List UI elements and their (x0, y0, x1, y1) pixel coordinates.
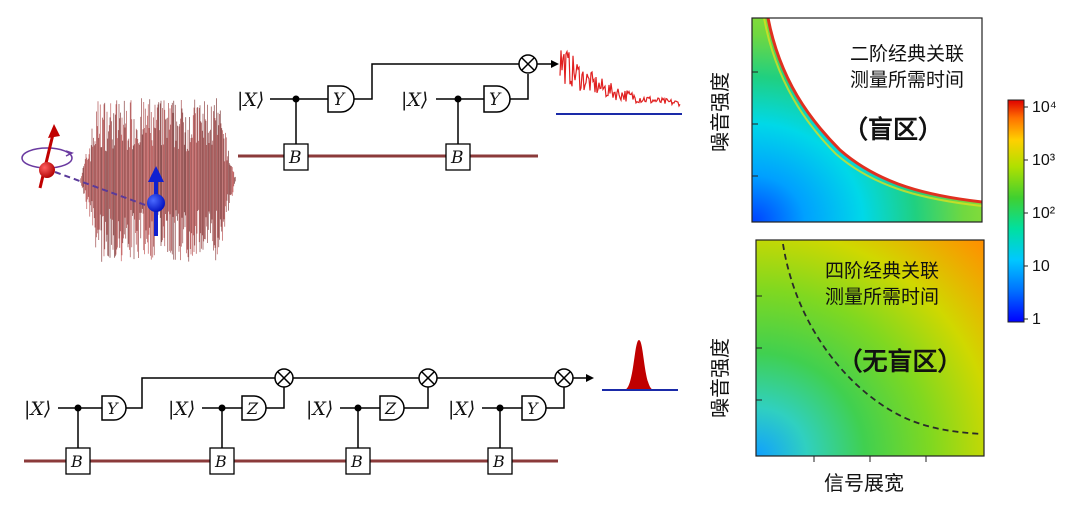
colorbar-tick-label: 1 (1032, 311, 1041, 328)
measure-label: Y (489, 90, 502, 110)
bath-label: B (350, 452, 363, 471)
region-label: （无盲区） (837, 347, 962, 376)
ket-label: |X⟩ (448, 398, 475, 420)
ket-label: |X⟩ (24, 398, 51, 420)
measurement-gate (521, 395, 547, 421)
correlation-signal-noisy (556, 49, 682, 115)
y-axis-label: 噪音强度 (708, 338, 732, 418)
bath-box (209, 447, 235, 475)
measurement-gate (241, 395, 267, 421)
x-axis-label: 信号展宽 (824, 471, 904, 495)
blind-zone (768, 18, 982, 202)
measure-label: Y (527, 399, 539, 418)
multiplier-icon (418, 368, 438, 388)
bath-box (487, 447, 513, 475)
bath-label: B (492, 452, 505, 471)
measure-label: Z (246, 399, 259, 418)
spin-link (54, 171, 149, 207)
spin-blue (147, 166, 165, 236)
panel-title: 四阶经典关联 (825, 260, 939, 282)
colorbar-tick-label: 10² (1032, 205, 1056, 222)
bath-label: B (214, 452, 227, 471)
circuit-top: |X⟩ |X⟩ Y Y B B (237, 49, 682, 171)
ket-label: |X⟩ (237, 89, 264, 111)
colorbar-tick-label: 10³ (1032, 152, 1056, 169)
bath-box (65, 447, 91, 475)
panel-title: 测量所需时间 (850, 69, 964, 91)
bath-box (283, 143, 309, 171)
bath-box (445, 143, 471, 171)
measure-label: Z (384, 399, 397, 418)
colorbar: 1 10 10² 10³ 10⁴ (1007, 99, 1057, 328)
threshold-curve (766, 18, 982, 204)
ket-label: |X⟩ (306, 398, 333, 420)
panel-title: 二阶经典关联 (850, 43, 964, 65)
multiplier-icon (554, 368, 574, 388)
measure-label: Y (107, 399, 119, 418)
measurement-gate (379, 395, 405, 421)
measurement-gate (101, 395, 127, 421)
correlation-signal-clean (602, 340, 678, 391)
ket-label: |X⟩ (168, 398, 195, 420)
multiplier-icon (274, 368, 294, 388)
bath-box (345, 447, 371, 475)
bath-label: B (450, 148, 464, 168)
spin-red (21, 124, 74, 189)
heatmap-panel-top: 二阶经典关联 测量所需时间 （盲区） 噪音强度 (708, 17, 983, 223)
measurement-gate (483, 85, 511, 113)
circuit-bottom: |X⟩ |X⟩ |X⟩ |X⟩ Y Z Z Y B B B B (24, 340, 678, 475)
noise-signal (80, 98, 236, 262)
panel-title: 测量所需时间 (825, 286, 939, 308)
ket-label: |X⟩ (401, 89, 428, 111)
measurement-gate (327, 85, 355, 113)
bath-label: B (70, 452, 83, 471)
multiplier-icon (518, 54, 538, 74)
colorbar-tick-label: 10 (1032, 258, 1050, 275)
measure-label: Y (333, 90, 346, 110)
heatmap-panel-bottom: 四阶经典关联 测量所需时间 （无盲区） 噪音强度 信号展宽 (708, 239, 985, 495)
region-label: （盲区） (843, 115, 943, 144)
colorbar-tick-label: 10⁴ (1032, 99, 1057, 116)
y-axis-label: 噪音强度 (708, 72, 732, 152)
noise-illustration (21, 98, 236, 262)
threshold-curve (782, 243, 983, 435)
bath-label: B (288, 148, 302, 168)
